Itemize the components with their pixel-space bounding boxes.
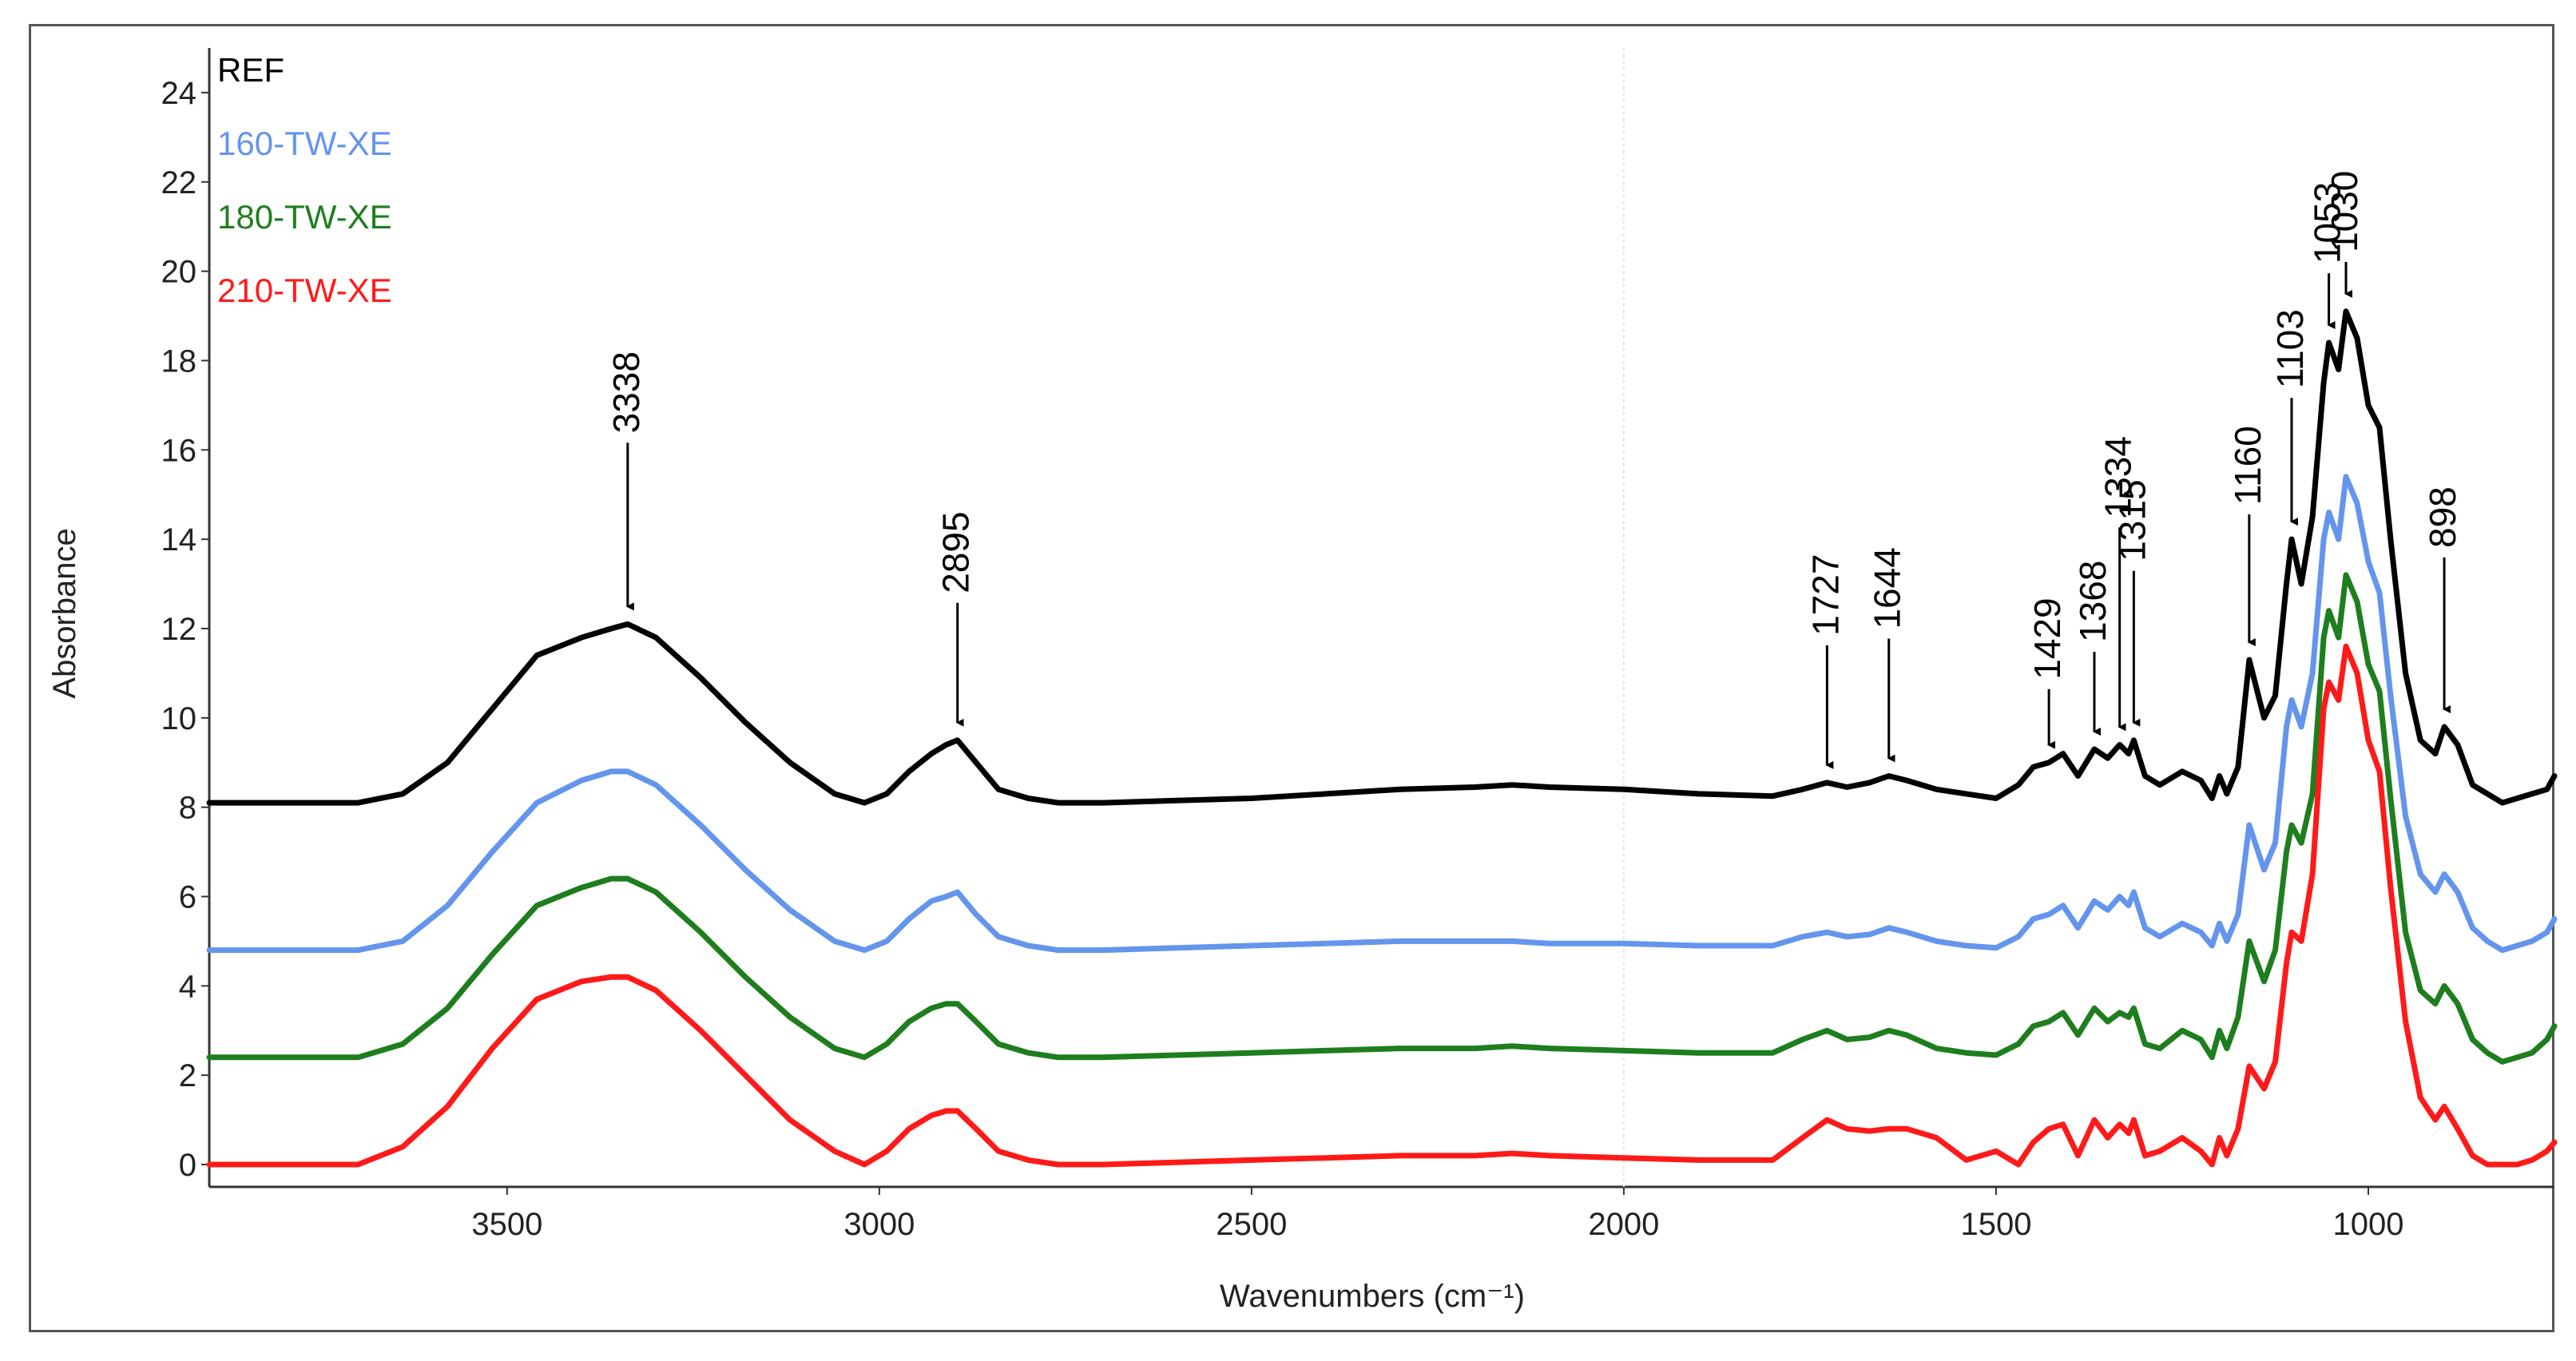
- y-tick-label: 2: [179, 1058, 196, 1093]
- x-tick-label: 2500: [1216, 1207, 1287, 1242]
- y-tick-label: 14: [161, 522, 197, 557]
- annotation-label: 1030: [2324, 171, 2365, 252]
- x-axis-label: Wavenumbers (cm⁻¹): [1220, 1279, 1525, 1314]
- annotation-label: 2895: [935, 511, 977, 593]
- series-line-210-tw-xe: [206, 643, 2558, 1168]
- annotation-label: 1103: [2269, 309, 2311, 388]
- annotation-label: 1727: [1804, 554, 1846, 636]
- x-tick-label: 1000: [2332, 1207, 2403, 1242]
- series-line-180-tw-xe: [206, 572, 2558, 1065]
- annotation-label: 1315: [2111, 479, 2153, 561]
- y-tick-label: 24: [161, 76, 197, 111]
- annotation-label: 3338: [605, 351, 647, 433]
- annotation-label: 1429: [2026, 597, 2068, 679]
- y-tick-label: 18: [161, 343, 197, 379]
- legend-entry: 160-TW-XE: [217, 125, 392, 162]
- y-tick-label: 22: [161, 165, 197, 200]
- series-line-160-tw-xe: [206, 474, 2558, 954]
- y-tick-label: 12: [161, 612, 197, 647]
- annotation-label: 1368: [2072, 561, 2114, 642]
- y-tick-label: 16: [161, 433, 197, 468]
- annotation-label: 898: [2422, 486, 2463, 548]
- y-tick-label: 10: [161, 701, 197, 736]
- annotation-label: 1644: [1867, 547, 1908, 629]
- annotation-label: 1160: [2227, 426, 2268, 505]
- y-tick-label: 4: [179, 969, 196, 1004]
- x-tick-label: 2000: [1588, 1207, 1659, 1242]
- annotation-label: 1334: [2098, 436, 2139, 518]
- x-tick-label: 1500: [1960, 1207, 2031, 1242]
- y-tick-label: 8: [179, 791, 196, 826]
- legend-entry: 180-TW-XE: [217, 198, 392, 236]
- legend-entry: 210-TW-XE: [217, 272, 392, 309]
- x-tick-label: 3500: [471, 1207, 542, 1242]
- annotation-label: 1053: [2307, 182, 2348, 264]
- series-lines: [206, 308, 2558, 1168]
- y-tick-label: 20: [161, 255, 197, 290]
- x-tick-label: 3000: [843, 1207, 915, 1242]
- legend-entry: REF: [217, 51, 284, 89]
- series-line-ref: [206, 308, 2558, 806]
- legend: REF 160-TW-XE 180-TW-XE 210-TW-XE: [217, 51, 392, 309]
- y-tick-label: 0: [179, 1148, 196, 1183]
- y-axis-label: Absorbance: [47, 528, 82, 698]
- y-tick-label: 6: [179, 880, 196, 915]
